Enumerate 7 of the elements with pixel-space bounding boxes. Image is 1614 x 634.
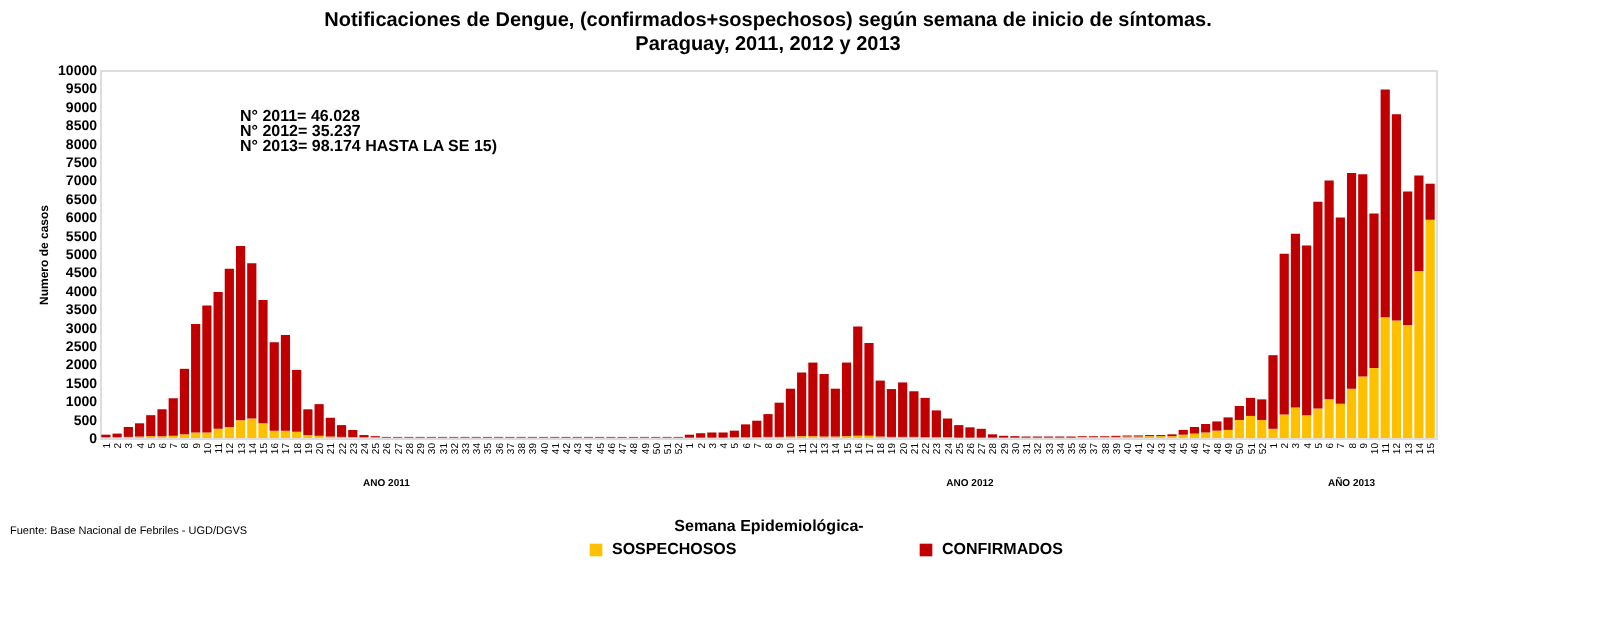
chart-title: Notificaciones de Dengue, (confirmados+sospechosos) según semana de inicio de síntomas. Paraguay, 2011, 2012 y 2013 [324,10,1213,56]
legend-label: CONFIRMADOS [942,540,1065,558]
annotation: N° 2011= 46.028 [240,107,361,126]
annotation: N° 2013= 98.174 HASTA LA SE 15) [240,136,498,155]
annotation: N° 2012= 35.237 [240,122,362,140]
legend-label: SOSPECHOSOS [612,540,738,558]
x-axis-title: Semana Epidemiológica- [674,517,865,535]
